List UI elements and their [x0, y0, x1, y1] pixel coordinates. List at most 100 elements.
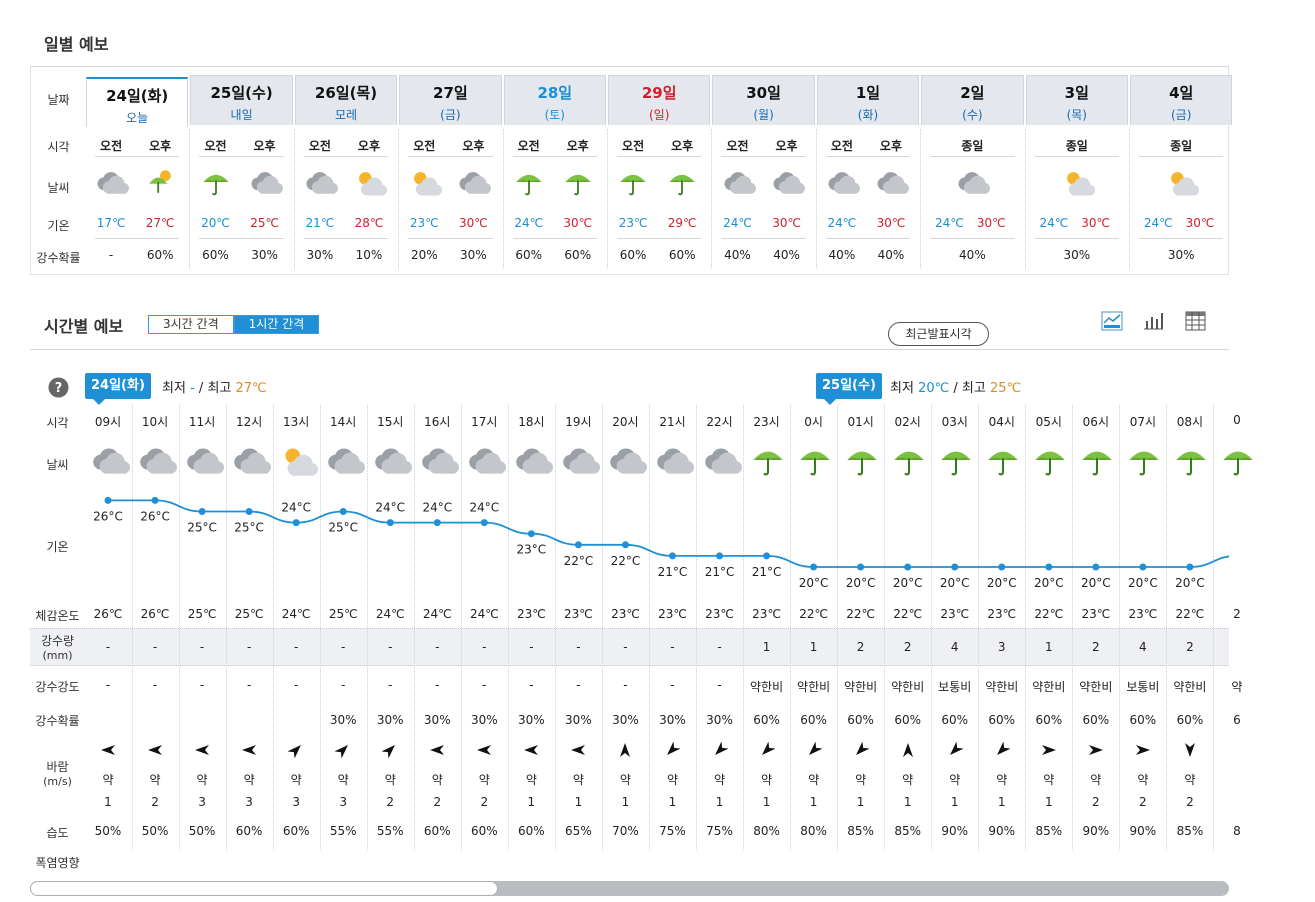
daily-day-header[interactable]: 2일 (수) [921, 75, 1024, 125]
day-date: 25일(수) [210, 84, 273, 102]
wind-arrow-icon [1041, 745, 1056, 755]
cloudy-icon [328, 448, 366, 474]
day-date: 26일(목) [314, 84, 378, 102]
hour-feel-temp: 2 [1233, 607, 1241, 621]
daily-temp-max: 30℃ [976, 216, 1006, 230]
hour-weather-cell [417, 442, 460, 478]
hour-wind-strength: 약 [1043, 773, 1055, 787]
column-separator [815, 129, 817, 269]
hourly-forecast-title: 시간별 예보 [44, 317, 124, 336]
daily-temp-min: 24℃ [827, 216, 857, 230]
hour-time: 21시 [659, 415, 686, 429]
rain-icon [620, 174, 646, 196]
hour-wind-speed: 2 [433, 795, 442, 809]
temperature-label: 25°C [328, 521, 358, 535]
daily-day-header[interactable]: 24일(화) 오늘 [86, 77, 189, 127]
temperature-point [386, 519, 394, 527]
daily-time: 오전 [413, 139, 436, 153]
daily-weather-cell [142, 167, 178, 197]
row-separator [930, 156, 1015, 157]
cloudy-icon [828, 172, 860, 194]
daily-day-header[interactable]: 26일(목) 모레 [294, 75, 398, 125]
row-separator [1139, 238, 1224, 239]
hour-pop: 60% [894, 713, 921, 727]
hour-pop: 60% [988, 713, 1016, 727]
temperature-point [480, 519, 488, 527]
recent-release-button[interactable]: 최근발표시각 [888, 322, 989, 346]
daily-day-header[interactable]: 4일 (금) [1130, 75, 1233, 125]
daily-day-header[interactable]: 29일 (일) [608, 75, 711, 125]
hour-wind-speed: 3 [292, 795, 300, 809]
daily-weather-cell [247, 167, 283, 197]
line-chart-view-icon[interactable] [1101, 311, 1123, 331]
hour-wind-strength: 약 [619, 773, 631, 787]
scrollbar-thumb[interactable] [30, 881, 498, 896]
interval-toggle: 3시간 간격 1시간 간격 [148, 315, 320, 334]
hour-wind-strength: 약 [196, 773, 208, 787]
daily-time: 오후 [671, 139, 694, 153]
day-sub: 오늘 [126, 111, 149, 125]
day-sub: (화) [857, 108, 879, 122]
cloudy-icon [187, 448, 225, 474]
help-icon[interactable]: ? [48, 377, 69, 398]
temperature-point [1092, 563, 1100, 571]
row-label-pop: 강수확률 [35, 714, 80, 728]
hour-weather-cell [1217, 442, 1257, 478]
interval-1h-button[interactable]: 1시간 간격 [233, 315, 320, 334]
hour-column-separator [554, 405, 556, 850]
hour-time: 20시 [612, 415, 639, 429]
day-tag-25: 25일(수) [816, 373, 882, 405]
hour-rain-amount: - [152, 640, 158, 654]
daily-day-header[interactable]: 28일 (토) [503, 75, 606, 125]
daily-row-label-temp: 기온 [47, 219, 70, 233]
row-label-rain-unit: (mm) [42, 649, 73, 662]
hour-column-separator [460, 405, 462, 850]
row-separator [199, 238, 284, 239]
min-value: 20℃ [918, 381, 950, 396]
wind-arrow-icon [148, 745, 163, 755]
hour-column-separator [884, 405, 886, 850]
day-sub: (토) [544, 108, 565, 122]
hour-humidity: 75% [659, 824, 686, 838]
hour-wind-strength: 약 [996, 773, 1008, 787]
hour-wind-strength: 약 [243, 773, 255, 787]
hour-column-separator [696, 405, 698, 850]
daily-pop: 60% [202, 248, 229, 262]
daily-pop: 40% [959, 248, 986, 262]
horizontal-scrollbar[interactable] [30, 881, 1229, 896]
temperature-point [763, 552, 771, 560]
row-separator [930, 238, 1015, 239]
temperature-label: 20°C [1034, 576, 1064, 590]
hour-weather-cell [511, 442, 554, 478]
hour-rain-intensity: 약 [1231, 680, 1243, 694]
hour-wind-speed: 1 [809, 795, 818, 809]
row-separator [825, 238, 911, 239]
wind-arrow-icon [855, 742, 869, 755]
hour-weather-cell [1076, 442, 1116, 478]
temperature-point [198, 508, 206, 515]
hour-weather-cell [1170, 442, 1210, 478]
row-separator [825, 156, 911, 157]
row-label-weather: 날씨 [46, 458, 69, 472]
interval-3h-button[interactable]: 3시간 간격 [148, 315, 234, 334]
wind-arrow-icon [430, 745, 445, 755]
daily-day-header[interactable]: 25일(수) 내일 [190, 75, 293, 125]
daily-weather-cell [351, 167, 387, 197]
daily-day-header[interactable]: 27일 (금) [399, 75, 502, 125]
hour-feel-temp: 24℃ [422, 607, 452, 621]
daily-day-header[interactable]: 1일 (화) [816, 75, 920, 125]
hour-pop: 30% [518, 713, 545, 727]
temperature-point [998, 563, 1006, 571]
bar-chart-view-icon[interactable] [1142, 311, 1164, 331]
shower-sun-icon [149, 170, 171, 193]
daily-day-header[interactable]: 3일 (목) [1025, 75, 1128, 125]
temperature-point [668, 552, 676, 560]
hour-humidity: 75% [706, 824, 733, 838]
daily-day-header[interactable]: 30일 (월) [712, 75, 815, 125]
hour-wind-speed: 1 [574, 795, 583, 809]
hour-feel-temp: 22℃ [846, 607, 875, 621]
hour-weather-cell [700, 442, 742, 478]
hour-rain-amount: - [435, 640, 440, 654]
table-view-icon[interactable] [1185, 311, 1207, 331]
row-label-time: 시각 [46, 416, 69, 430]
